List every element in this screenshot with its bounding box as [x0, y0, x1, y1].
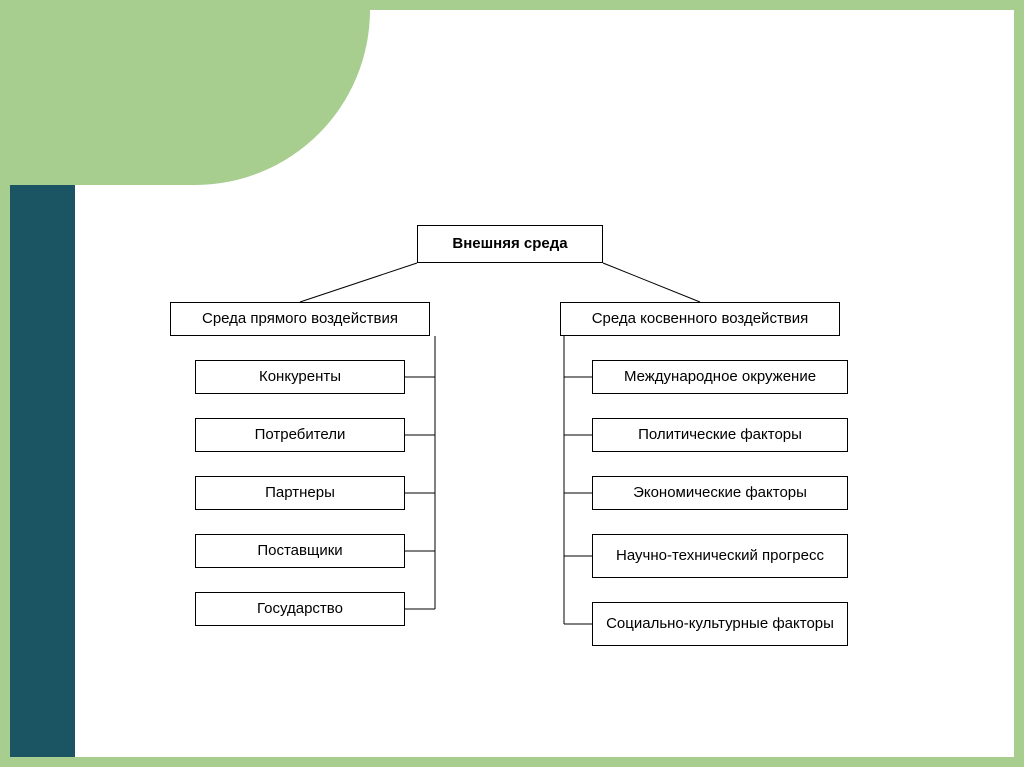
direct-item: Партнеры — [195, 476, 405, 510]
root-box: Внешняя среда — [417, 225, 603, 263]
border-top — [0, 0, 1024, 10]
border-left — [0, 0, 10, 767]
indirect-item: Социально-культурные факторы — [592, 602, 848, 646]
direct-item-label: Государство — [257, 600, 343, 619]
indirect-item-label: Экономические факторы — [633, 484, 807, 503]
border-bottom — [0, 757, 1024, 767]
border-right — [1014, 0, 1024, 767]
direct-item: Потребители — [195, 418, 405, 452]
indirect-item: Экономические факторы — [592, 476, 848, 510]
indirect-item: Политические факторы — [592, 418, 848, 452]
direct-item: Конкуренты — [195, 360, 405, 394]
direct-item-label: Поставщики — [257, 542, 342, 561]
branch-header-indirect: Среда косвенного воздействия — [560, 302, 840, 336]
direct-item-label: Конкуренты — [259, 368, 341, 387]
root-label: Внешняя среда — [452, 235, 567, 254]
indirect-item-label: Политические факторы — [638, 426, 802, 445]
direct-item: Государство — [195, 592, 405, 626]
indirect-item-label: Социально-культурные факторы — [606, 615, 834, 634]
indirect-item: Научно-технический прогресс — [592, 534, 848, 578]
indirect-item-label: Научно-технический прогресс — [616, 547, 824, 566]
branch-header-indirect-label: Среда косвенного воздействия — [592, 310, 809, 329]
direct-item-label: Партнеры — [265, 484, 335, 503]
indirect-item-label: Международное окружение — [624, 368, 816, 387]
green-corner-arc — [10, 10, 370, 185]
direct-item-label: Потребители — [255, 426, 346, 445]
branch-header-direct: Среда прямого воздействия — [170, 302, 430, 336]
indirect-item: Международное окружение — [592, 360, 848, 394]
slide: Внешняя среда Среда прямого воздействия … — [0, 0, 1024, 767]
direct-item: Поставщики — [195, 534, 405, 568]
branch-header-direct-label: Среда прямого воздействия — [202, 310, 398, 329]
